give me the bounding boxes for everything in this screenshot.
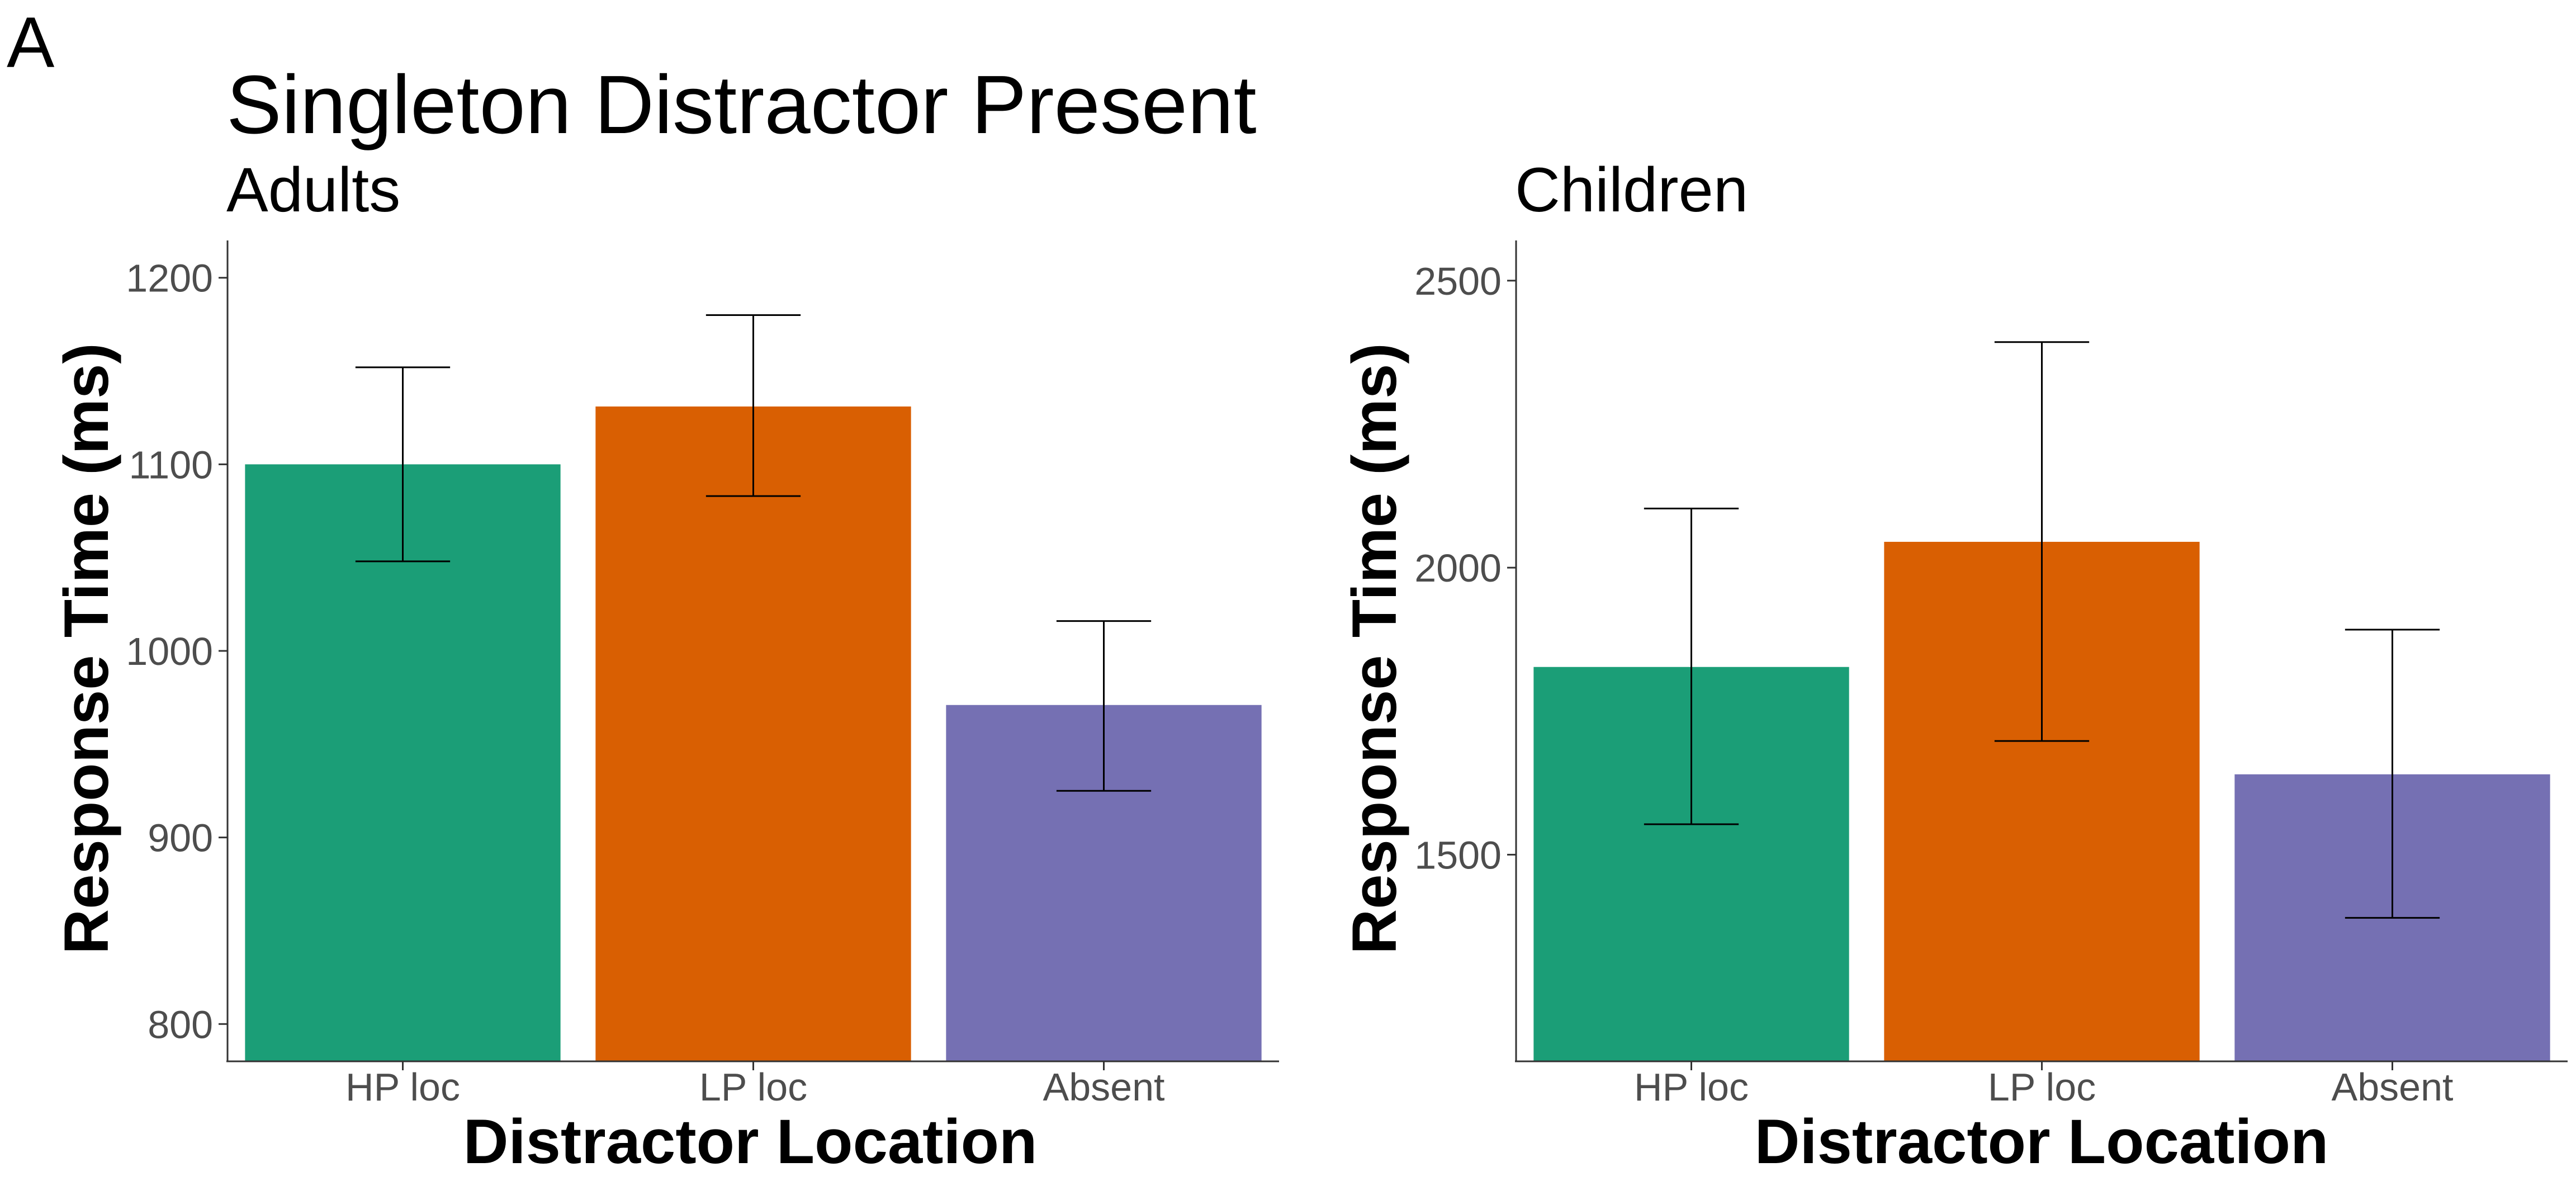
bars <box>245 406 1262 1062</box>
bar-hp-loc <box>245 464 561 1061</box>
y-ticks: 800 900 1000 1100 1200 <box>126 257 228 1046</box>
figure-title: Singleton Distractor Present <box>226 59 1257 151</box>
error-bars <box>355 314 1152 792</box>
x-tick-label: Absent <box>1043 1065 1165 1109</box>
y-tick-label: 1000 <box>126 630 213 673</box>
x-tick-label: HP loc <box>345 1065 460 1109</box>
y-tick-label: 1200 <box>126 257 213 300</box>
x-tick-label: LP loc <box>699 1065 807 1109</box>
x-axis-title: Distractor Location <box>1755 1107 2329 1177</box>
x-tick-label: HP loc <box>1634 1065 1749 1109</box>
y-ticks: 1500 2000 2500 <box>1414 259 1516 877</box>
x-tick-label: LP loc <box>1988 1065 2096 1109</box>
y-tick-label: 1500 <box>1414 833 1502 877</box>
y-axis-title: Response Time (ms) <box>1339 343 1409 954</box>
panel-label: A <box>7 3 55 83</box>
chart-adults: Adults Response Time (ms) Distractor Loc… <box>51 155 1279 1177</box>
x-tick-label: Absent <box>2332 1065 2454 1109</box>
y-tick-label: 900 <box>148 816 213 860</box>
chart-subtitle: Children <box>1515 155 1748 225</box>
x-ticks: HP loc LP loc Absent <box>345 1061 1164 1109</box>
y-tick-label: 1100 <box>129 443 213 486</box>
chart-subtitle: Adults <box>226 155 400 225</box>
bar-lp-loc <box>595 406 911 1062</box>
y-tick-label: 2000 <box>1414 546 1502 590</box>
error-bars <box>1644 341 2440 919</box>
x-axis-title: Distractor Location <box>463 1107 1038 1177</box>
y-tick-label: 2500 <box>1414 259 1502 303</box>
x-ticks: HP loc LP loc Absent <box>1634 1061 2453 1109</box>
y-tick-label: 800 <box>148 1003 213 1046</box>
chart-children: Children Response Time (ms) Distractor L… <box>1339 155 2568 1177</box>
y-axis-title: Response Time (ms) <box>51 343 121 954</box>
